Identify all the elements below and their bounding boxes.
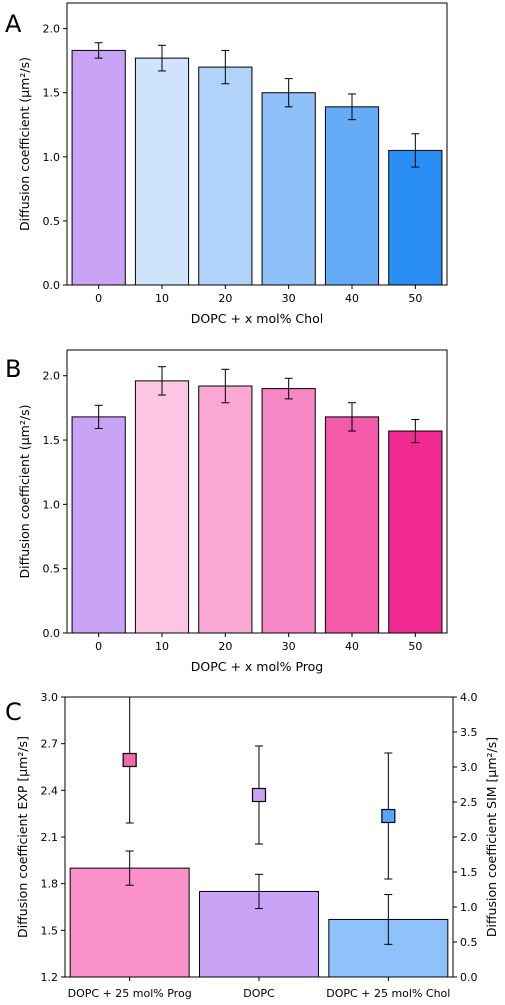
panel-c-ytick-left-label: 2.1	[41, 831, 59, 844]
panel-c-ytick-left-label: 3.0	[41, 691, 59, 704]
panel-c-bar-error	[255, 873, 263, 910]
panel-b-ytick-label: 1.0	[43, 498, 61, 511]
panel-c-y-axis-label-left: Diffusion coefficient EXP [μm²/s]	[15, 736, 30, 938]
panel-b-letter: B	[5, 355, 21, 383]
panel-a-error-bar	[348, 93, 356, 121]
panel-a-axes-frame	[66, 2, 448, 286]
panel-c-ytick-right-label: 0.0	[460, 971, 478, 984]
panel-b-bar	[71, 416, 126, 634]
panel-a-bar	[388, 149, 443, 286]
panel-a-ytick-label: 1.5	[43, 87, 61, 100]
panel-c-bar-error	[125, 850, 134, 886]
panel-c-sim-marker	[122, 752, 137, 768]
panel-c-bar	[69, 867, 190, 978]
panel-b-error-bar	[158, 366, 166, 396]
panel-a-x-axis-label: DOPC + x mol% Chol	[191, 311, 323, 326]
panel-c-sim-marker	[381, 808, 396, 824]
panel-c-ytick-left-label: 1.2	[41, 971, 59, 984]
panel-c-ytick-left-label: 1.5	[41, 924, 59, 937]
panel-a-y-axis-label: Diffusion coefficient (μm²/s)	[17, 57, 32, 231]
panel-a-bar	[324, 106, 380, 286]
panel-a-bar	[261, 92, 316, 286]
panel-c-ytick-right-label: 2.5	[460, 796, 478, 809]
panel-a-error-bar	[94, 42, 103, 59]
panel-c-sim-marker	[251, 787, 267, 803]
panel-b-xtick-label: 0	[95, 640, 102, 653]
panel-a-error-bar	[411, 133, 420, 168]
panel-b-error-bar	[221, 368, 230, 404]
panel-a-ytick-label: 0.0	[43, 279, 61, 292]
panel-c-ytick-right-label: 3.0	[460, 761, 478, 774]
panel-a-error-bar	[158, 44, 166, 72]
panel-a-bar	[134, 57, 190, 286]
panel-a-error-bar	[284, 78, 293, 108]
panel-c-xtick-label: DOPC + 25 mol% Chol	[326, 987, 450, 1000]
panel-a-xtick-label: 40	[345, 292, 359, 305]
panel-c-xtick-label: DOPC	[243, 987, 275, 1000]
panel-c-ytick-right-label: 1.0	[460, 901, 478, 914]
panel-b-error-bar	[348, 402, 356, 432]
panel-a-xtick-label: 30	[282, 292, 296, 305]
panel-b-x-axis-label: DOPC + x mol% Prog	[191, 659, 323, 674]
panel-b-xtick-label: 10	[155, 640, 169, 653]
panel-b-xtick-label: 50	[408, 640, 422, 653]
panel-b-ytick-label: 0.5	[43, 563, 61, 576]
panel-b-bar	[134, 380, 190, 634]
panel-b-ytick-label: 2.0	[43, 370, 61, 383]
panel-c-ytick-right-label: 1.5	[460, 866, 478, 879]
panel-c-xtick-label: DOPC + 25 mol% Prog	[68, 987, 192, 1000]
panel-a-xtick-label: 20	[218, 292, 232, 305]
panel-b-bar	[261, 388, 316, 634]
panel-c-ytick-left-label: 2.4	[41, 784, 59, 797]
panel-b-xtick-label: 20	[218, 640, 232, 653]
panel-b-ytick-label: 1.5	[43, 434, 61, 447]
panel-c-letter: C	[5, 698, 22, 726]
panel-b-xtick-label: 40	[345, 640, 359, 653]
panel-a-ytick-label: 1.0	[43, 151, 61, 164]
panel-b-bar	[324, 416, 380, 634]
panel-c-ytick-right-label: 2.0	[460, 831, 478, 844]
panel-c-y-axis-label-right: Diffusion coefficient SIM [μm²/s]	[484, 737, 499, 937]
panel-a-bar	[71, 49, 126, 286]
panel-b-error-bar	[411, 418, 420, 444]
panel-a-ytick-label: 2.0	[43, 23, 61, 36]
panel-b-error-bar	[284, 377, 293, 400]
panel-b-ytick-label: 0.0	[43, 627, 61, 640]
panel-b-xtick-label: 30	[282, 640, 296, 653]
panel-c-bar-error	[384, 894, 393, 945]
panel-c-ytick-right-label: 3.5	[460, 726, 478, 739]
panel-b-bar	[198, 385, 253, 634]
panel-c-ytick-left-label: 2.7	[41, 738, 59, 751]
panel-a-ytick-label: 0.5	[43, 215, 61, 228]
panel-c-ytick-left-label: 1.8	[41, 878, 59, 891]
panel-c-ytick-right-label: 0.5	[460, 936, 478, 949]
panel-a-bar	[198, 66, 253, 286]
panel-a-xtick-label: 50	[408, 292, 422, 305]
panel-a-error-bar	[221, 49, 230, 85]
panel-a-xtick-label: 10	[155, 292, 169, 305]
panel-b-axes-frame	[66, 349, 448, 634]
panel-a-letter: A	[5, 10, 22, 38]
panel-b-y-axis-label: Diffusion coefficient (μm²/s)	[17, 405, 32, 579]
panel-b-bar	[388, 430, 443, 634]
panel-c-ytick-right-label: 4.0	[460, 691, 478, 704]
panel-b-error-bar	[94, 404, 103, 429]
panel-a-xtick-label: 0	[95, 292, 102, 305]
